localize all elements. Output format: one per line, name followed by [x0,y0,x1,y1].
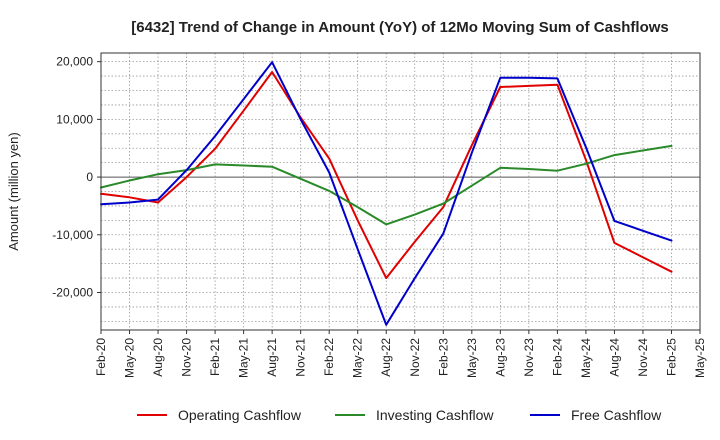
x-tick-label: Feb-25 [664,338,678,376]
plot-area [101,53,700,330]
x-tick-label: Nov-20 [180,338,194,377]
x-tick-label: Nov-23 [522,338,536,377]
operating-cashflow-line [100,71,673,280]
x-tick-label: Aug-22 [379,338,393,377]
x-tick-label: Feb-24 [550,338,564,376]
x-tick-label: May-22 [351,338,365,378]
plot-frame [100,52,701,331]
x-tick-label: Aug-20 [151,338,165,377]
y-tick-label: -10,000 [52,228,93,242]
x-tick-label: Feb-21 [208,338,222,376]
y-axis-label: Amount (million yen) [6,132,21,251]
x-tick-labels: Feb-20 May-20 Aug-20 Nov-20 Feb-21 May-21 Aug-… [94,330,707,378]
x-tick-label: Aug-23 [493,338,507,377]
x-tick-label: Feb-23 [436,338,450,376]
legend: Operating Cashflow Investing Cashflow Free… [137,407,662,423]
legend-label-investing-cashflow: Investing Cashflow [376,407,494,423]
y-tick-labels: 20,000 10,000 0 -10,000 -20,000 [52,55,101,299]
y-tick-label: 10,000 [56,112,93,126]
x-tick-label: Feb-20 [94,338,108,376]
investing-cashflow-line [100,144,673,226]
legend-label-operating-cashflow: Operating Cashflow [178,407,302,423]
x-tick-label: Aug-21 [265,338,279,377]
x-tick-label: May-25 [693,338,707,378]
y-tick-label: -20,000 [52,285,93,299]
x-tick-label: May-21 [237,338,251,378]
free-cashflow-line [100,61,673,326]
x-tick-label: May-24 [579,338,593,378]
x-tick-label: May-20 [123,338,137,378]
y-tick-label: 0 [86,170,93,184]
x-tick-label: Feb-22 [322,338,336,376]
series-layer [100,61,673,326]
x-tick-label: Nov-22 [408,338,422,377]
chart-title: [6432] Trend of Change in Amount (YoY) o… [131,19,669,36]
x-tick-label: Nov-21 [294,338,308,377]
x-tick-label: May-23 [465,338,479,378]
y-tick-label: 20,000 [56,55,93,69]
x-tick-label: Aug-24 [607,338,621,377]
legend-label-free-cashflow: Free Cashflow [571,407,662,423]
x-tick-label: Nov-24 [636,338,650,377]
